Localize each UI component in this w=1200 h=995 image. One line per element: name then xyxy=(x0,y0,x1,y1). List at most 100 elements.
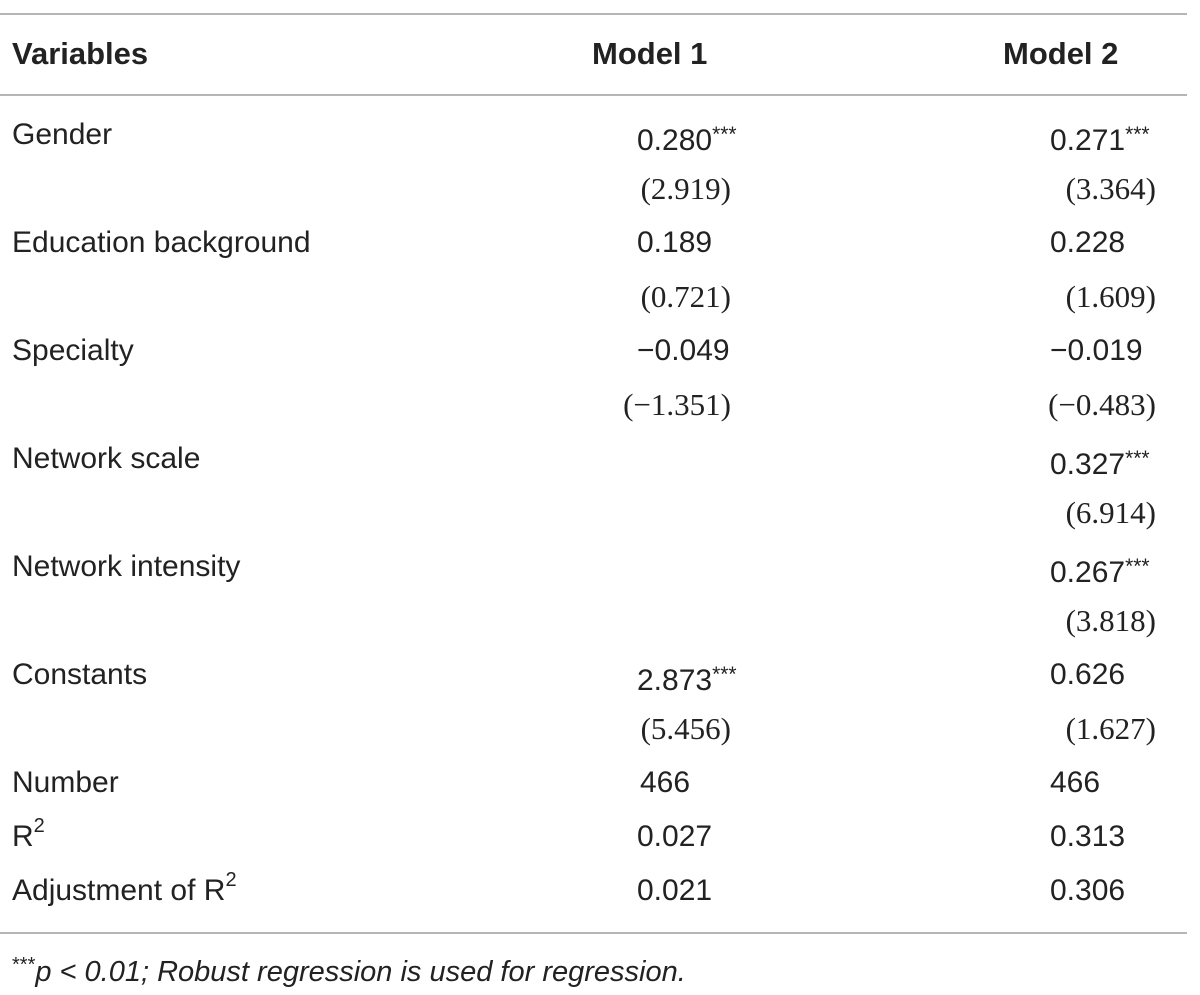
significance-stars: *** xyxy=(1125,447,1150,470)
cell-value: (1.627) xyxy=(1065,711,1156,746)
significance-stars: *** xyxy=(712,123,737,146)
cell-value: 0.189 xyxy=(637,226,713,259)
table-row: Education background 0.189 0.228 xyxy=(0,216,1200,270)
variable-superscript: 2 xyxy=(225,869,237,891)
variable-cell: Adjustment of R2 xyxy=(12,864,237,918)
cell-value: (5.456) xyxy=(640,711,731,746)
variable-label: Gender xyxy=(12,118,113,151)
model-2-t-value: (3.818) xyxy=(1066,594,1156,648)
significance-stars: *** xyxy=(1125,555,1150,578)
cell-value: (2.919) xyxy=(640,171,731,206)
variable-label: Constants xyxy=(12,658,148,691)
cell-value: (−1.351) xyxy=(623,387,731,422)
variable-label: Network intensity xyxy=(12,550,241,583)
cell-value: (−0.483) xyxy=(1048,387,1156,422)
model-2-t-value: (−0.483) xyxy=(1048,378,1156,432)
footnote-text: p < 0.01; Robust regression is used for … xyxy=(35,956,686,988)
table-row: Gender 0.280*** 0.271*** xyxy=(0,108,1200,162)
cell-value: 0.027 xyxy=(637,820,713,853)
header-model-1: Model 1 xyxy=(592,36,708,71)
model-2-coefficient: 0.313 xyxy=(1050,810,1125,864)
table-header-rule xyxy=(0,94,1187,96)
table-row: Adjustment of R2 0.021 0.306 xyxy=(0,864,1200,918)
table-row: (−1.351) (−0.483) xyxy=(0,378,1200,432)
cell-value: 466 xyxy=(640,766,691,799)
cell-value: 2.873 xyxy=(637,664,713,697)
variable-label: R xyxy=(12,820,34,853)
model-2-coefficient: 0.626 xyxy=(1050,648,1125,702)
model-2-coefficient: 0.271*** xyxy=(1050,108,1150,168)
variable-cell: Gender xyxy=(12,108,112,162)
model-1-t-value: (2.919) xyxy=(641,162,731,216)
table-top-rule xyxy=(0,13,1187,15)
cell-value: 0.280 xyxy=(637,124,713,157)
variable-cell: Specialty xyxy=(12,324,134,378)
cell-value: (3.364) xyxy=(1065,171,1156,206)
model-2-t-value: (1.627) xyxy=(1066,702,1156,756)
cell-value: (6.914) xyxy=(1065,495,1156,530)
model-1-t-value: (0.721) xyxy=(641,270,731,324)
table-footnote: ***p < 0.01; Robust regression is used f… xyxy=(12,945,686,992)
table-row: (3.818) xyxy=(0,594,1200,648)
cell-value: (3.818) xyxy=(1065,603,1156,638)
cell-value: 0.021 xyxy=(637,874,713,907)
model-2-coefficient: 0.327*** xyxy=(1050,432,1150,492)
cell-value: 0.228 xyxy=(1050,226,1126,259)
variable-cell: Network intensity xyxy=(12,540,240,594)
cell-value: 0.306 xyxy=(1050,874,1126,907)
table-header: Variables Model 1 Model 2 xyxy=(0,36,1200,72)
table-row: (6.914) xyxy=(0,486,1200,540)
model-1-coefficient: 0.189 xyxy=(637,216,712,270)
variable-label: Adjustment of R xyxy=(12,874,226,907)
model-1-t-value: (5.456) xyxy=(641,702,731,756)
cell-value: 466 xyxy=(1050,766,1101,799)
table-row: Constants 2.873*** 0.626 xyxy=(0,648,1200,702)
model-2-t-value: (6.914) xyxy=(1066,486,1156,540)
cell-value: 0.271 xyxy=(1050,124,1126,157)
model-2-coefficient: 0.228 xyxy=(1050,216,1125,270)
footnote-stars: *** xyxy=(12,954,36,976)
model-2-coefficient: 0.306 xyxy=(1050,864,1125,918)
model-1-coefficient: 0.021 xyxy=(637,864,712,918)
header-variables: Variables xyxy=(12,36,149,71)
variable-cell: Education background xyxy=(12,216,311,270)
variable-cell: Number xyxy=(12,756,119,810)
variable-label: Network scale xyxy=(12,442,201,475)
cell-value: −0.019 xyxy=(1050,334,1143,367)
cell-value: 0.313 xyxy=(1050,820,1126,853)
significance-stars: *** xyxy=(1125,123,1150,146)
model-2-t-value: (3.364) xyxy=(1066,162,1156,216)
table-row: (5.456) (1.627) xyxy=(0,702,1200,756)
variable-superscript: 2 xyxy=(33,815,45,837)
cell-value: 0.626 xyxy=(1050,658,1126,691)
variable-cell: Network scale xyxy=(12,432,200,486)
table-body: Gender 0.280*** 0.271*** (2.919) (3.364) Educ… xyxy=(0,108,1200,918)
model-1-coefficient: 466 xyxy=(640,756,690,810)
table-row: (0.721) (1.609) xyxy=(0,270,1200,324)
model-1-coefficient: −0.049 xyxy=(637,324,730,378)
cell-value: (1.609) xyxy=(1065,279,1156,314)
model-2-t-value: (1.609) xyxy=(1066,270,1156,324)
table-row: Number 466 466 xyxy=(0,756,1200,810)
cell-value: 0.267 xyxy=(1050,556,1126,589)
table-row: Network intensity 0.267*** xyxy=(0,540,1200,594)
header-model-2: Model 2 xyxy=(1003,36,1119,71)
significance-stars: *** xyxy=(712,663,737,686)
model-2-coefficient: 466 xyxy=(1050,756,1100,810)
variable-label: Education background xyxy=(12,226,311,259)
table-row: Specialty −0.049 −0.019 xyxy=(0,324,1200,378)
variable-cell: R2 xyxy=(12,810,45,864)
table-row: (2.919) (3.364) xyxy=(0,162,1200,216)
model-1-coefficient: 2.873*** xyxy=(637,648,737,708)
variable-label: Specialty xyxy=(12,334,134,367)
variable-label: Number xyxy=(12,766,119,799)
model-1-coefficient: 0.027 xyxy=(637,810,712,864)
table-bottom-rule xyxy=(0,932,1187,934)
model-2-coefficient: 0.267*** xyxy=(1050,540,1150,600)
variable-cell: Constants xyxy=(12,648,147,702)
table-row: Network scale 0.327*** xyxy=(0,432,1200,486)
table-row: R2 0.027 0.313 xyxy=(0,810,1200,864)
cell-value: (0.721) xyxy=(640,279,731,314)
model-1-t-value: (−1.351) xyxy=(623,378,731,432)
model-2-coefficient: −0.019 xyxy=(1050,324,1143,378)
